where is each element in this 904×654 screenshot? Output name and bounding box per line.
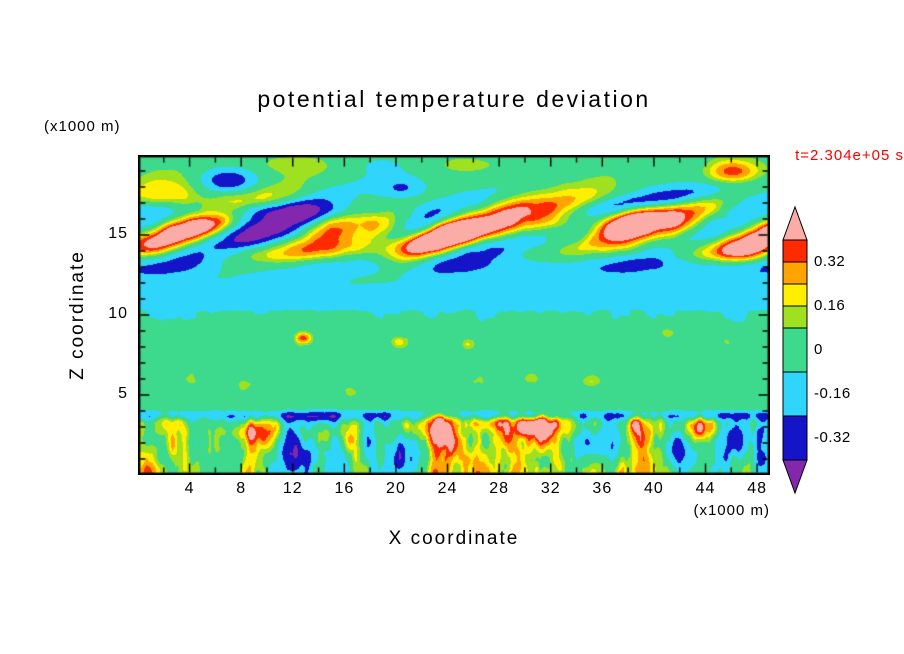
colorbar-segment bbox=[782, 327, 808, 373]
x-tick-label: 16 bbox=[334, 480, 355, 497]
x-tick-label: 32 bbox=[540, 480, 561, 497]
x-tick-label: 40 bbox=[644, 480, 664, 497]
colorbar-upper-arrow bbox=[782, 205, 808, 241]
time-annotation: t=2.304e+05 s bbox=[795, 147, 904, 164]
x-axis-title: X coordinate bbox=[388, 528, 520, 549]
z-tick-label: 15 bbox=[108, 225, 128, 242]
colorbar-segment bbox=[782, 283, 808, 307]
figure-title: potential temperature deviation bbox=[257, 86, 651, 112]
colorbar-tick-label: 0.32 bbox=[814, 253, 846, 270]
colorbar-tick-label: -0.32 bbox=[814, 429, 851, 446]
colorbar-tick-label: 0 bbox=[814, 341, 823, 358]
z-axis-units-label: (x1000 m) bbox=[44, 118, 121, 135]
colorbar-lower-arrow bbox=[782, 459, 808, 495]
contour-field-canvas bbox=[138, 155, 770, 475]
x-tick-label: 4 bbox=[184, 480, 195, 497]
x-tick-label: 24 bbox=[437, 480, 458, 497]
x-tick-label: 44 bbox=[695, 480, 716, 497]
x-tick-label: 48 bbox=[747, 480, 767, 497]
x-tick-label: 36 bbox=[592, 480, 613, 497]
x-tick-label: 28 bbox=[489, 480, 510, 497]
x-tick-label: 12 bbox=[282, 480, 303, 497]
colorbar-tick-label: -0.16 bbox=[814, 385, 851, 402]
colorbar bbox=[782, 205, 808, 495]
colorbar-segment bbox=[782, 261, 808, 285]
x-tick-label: 8 bbox=[236, 480, 247, 497]
z-tick-label: 5 bbox=[118, 385, 128, 402]
x-tick-label: 20 bbox=[386, 480, 406, 497]
z-tick-label: 10 bbox=[108, 305, 128, 322]
z-axis-title: Z coordinate bbox=[67, 250, 88, 380]
colorbar-segment bbox=[782, 239, 808, 263]
colorbar-segment bbox=[782, 415, 808, 461]
colorbar-segment bbox=[782, 305, 808, 329]
colorbar-segment bbox=[782, 371, 808, 417]
colorbar-tick-label: 0.16 bbox=[814, 297, 846, 314]
x-axis-units-label: (x1000 m) bbox=[693, 502, 770, 519]
